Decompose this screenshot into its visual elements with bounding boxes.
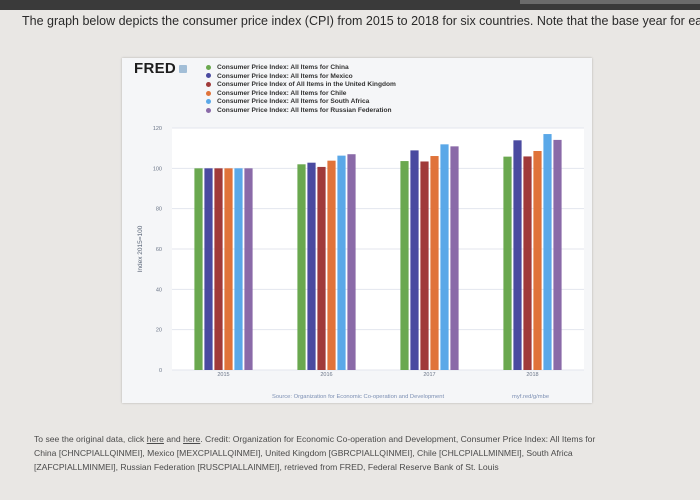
bar — [420, 161, 429, 370]
legend-label: Consumer Price Index: All Items for Chin… — [217, 64, 349, 71]
bar — [337, 155, 346, 370]
fred-logo-icon — [179, 65, 188, 74]
y-tick-label: 80 — [156, 207, 162, 213]
legend-swatch — [206, 107, 211, 113]
y-tick-label: 120 — [153, 126, 162, 132]
x-tick-label: 2015 — [217, 372, 229, 378]
y-tick-label: 40 — [156, 287, 162, 293]
legend-swatch — [206, 64, 211, 70]
bar — [194, 168, 203, 370]
source-link[interactable]: myf.red/g/mbe — [512, 394, 550, 400]
credit-and: and — [163, 434, 184, 444]
fred-logo-text: FRED — [134, 60, 177, 77]
bar — [297, 164, 306, 370]
fred-figure: FRED Consumer Price Index: All Items for… — [122, 58, 592, 403]
bar — [317, 166, 326, 370]
bar — [410, 150, 419, 370]
top-bar — [0, 0, 700, 10]
legend-swatch — [206, 99, 211, 105]
bar — [347, 154, 356, 370]
bar — [244, 168, 253, 370]
x-tick-label: 2016 — [320, 372, 332, 378]
legend-item: Consumer Price Index: All Items for Chil… — [206, 90, 396, 99]
bar — [450, 146, 459, 370]
fred-logo: FRED — [134, 60, 188, 77]
top-bar-accent — [520, 0, 700, 4]
bar — [543, 134, 552, 370]
bar — [307, 162, 316, 370]
bar — [523, 156, 532, 370]
credit-line-1: To see the original data, click here and… — [34, 432, 699, 446]
legend-item: Consumer Price Index: All Items for Chin… — [206, 64, 396, 73]
bar — [327, 160, 336, 370]
credit-suffix: . Credit: Organization for Economic Co-o… — [200, 434, 596, 444]
cpi-bar-chart: 0 20 40 60 80 100 120 Index 2015=100 2015 2016 201… — [137, 126, 584, 378]
bar — [400, 161, 409, 370]
y-tick-label: 100 — [153, 166, 162, 172]
legend-item: Consumer Price Index of All Items in the… — [206, 81, 396, 90]
question-text: The graph below depicts the consumer pri… — [22, 14, 700, 28]
credit-line-2: China [CHNCPIALLQINMEI], Mexico [MEXCPIA… — [34, 448, 573, 458]
legend-label: Consumer Price Index: All Items for Chil… — [217, 89, 347, 97]
y-tick-label: 20 — [156, 328, 162, 334]
bar — [430, 156, 439, 370]
credit-prefix: To see the original data, click — [34, 434, 147, 444]
legend-swatch — [206, 73, 211, 79]
bar — [503, 156, 512, 370]
y-tick-label: 0 — [159, 368, 162, 374]
legend-swatch — [206, 90, 211, 96]
bar — [533, 150, 542, 370]
chart-legend: Consumer Price Index: All Items for Chin… — [206, 64, 396, 116]
credit-text: To see the original data, click here and… — [34, 432, 699, 474]
data-link-2[interactable]: here — [183, 434, 201, 444]
x-tick-label: 2017 — [423, 372, 435, 378]
data-link-1[interactable]: here — [146, 434, 164, 444]
x-tick-label: 2018 — [526, 372, 538, 378]
bar — [234, 168, 243, 370]
y-axis-label: Index 2015=100 — [137, 225, 144, 272]
bar — [214, 168, 223, 370]
source-note: Source: Organization for Economic Co-ope… — [272, 394, 445, 400]
legend-swatch — [206, 81, 211, 87]
legend-label: Consumer Price Index: All Items for Russ… — [217, 106, 392, 114]
legend-item: Consumer Price Index: All Items for Russ… — [206, 107, 396, 116]
bar — [553, 139, 562, 370]
legend-item: Consumer Price Index: All Items for Mexi… — [206, 73, 396, 82]
bar — [224, 168, 233, 370]
legend-label: Consumer Price Index: All Items for Sout… — [217, 98, 370, 106]
bar — [513, 140, 522, 370]
credit-line-3: [ZAFCPIALLMINMEI], Russian Federation [R… — [34, 462, 499, 472]
bar — [204, 168, 213, 370]
y-tick-label: 60 — [156, 247, 162, 253]
bar — [440, 144, 449, 370]
legend-item: Consumer Price Index: All Items for Sout… — [206, 98, 396, 107]
legend-label: Consumer Price Index: All Items for Mexi… — [217, 72, 353, 80]
legend-label: Consumer Price Index of All Items in the… — [217, 81, 396, 89]
